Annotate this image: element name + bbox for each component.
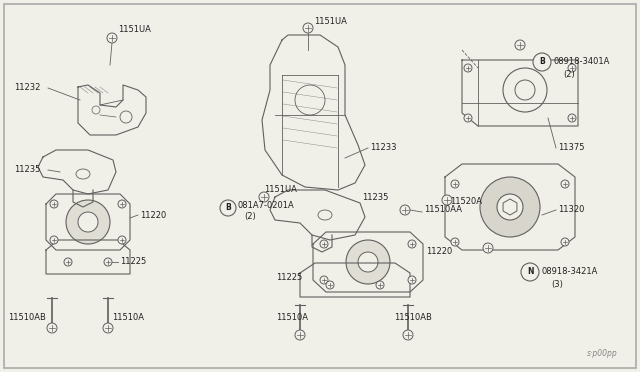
Text: s·p00pp: s·p00pp — [588, 349, 618, 358]
Circle shape — [103, 323, 113, 333]
Circle shape — [50, 200, 58, 208]
Text: 11320: 11320 — [558, 205, 584, 215]
Circle shape — [47, 323, 57, 333]
Circle shape — [376, 281, 384, 289]
Text: 1151UA: 1151UA — [314, 17, 347, 26]
Circle shape — [408, 276, 416, 284]
Circle shape — [521, 263, 539, 281]
Circle shape — [303, 23, 313, 33]
Text: (2): (2) — [244, 212, 256, 221]
Circle shape — [295, 330, 305, 340]
Text: 11232: 11232 — [14, 83, 40, 93]
Circle shape — [320, 276, 328, 284]
Text: 11235: 11235 — [14, 166, 40, 174]
Circle shape — [66, 200, 110, 244]
Circle shape — [561, 238, 569, 246]
Circle shape — [533, 53, 551, 71]
Text: 11220: 11220 — [140, 211, 166, 219]
Text: 08918-3421A: 08918-3421A — [541, 267, 597, 276]
Circle shape — [118, 200, 126, 208]
Text: N: N — [527, 267, 533, 276]
Text: 08918-3401A: 08918-3401A — [553, 58, 609, 67]
Text: (2): (2) — [563, 70, 575, 78]
Circle shape — [104, 258, 112, 266]
Circle shape — [515, 40, 525, 50]
Circle shape — [346, 240, 390, 284]
Circle shape — [64, 258, 72, 266]
Circle shape — [568, 114, 576, 122]
Text: 11510AA: 11510AA — [424, 205, 462, 215]
Circle shape — [480, 177, 540, 237]
Text: 11235: 11235 — [362, 193, 388, 202]
Circle shape — [464, 114, 472, 122]
Text: 1151UA: 1151UA — [118, 26, 151, 35]
Text: 11510A: 11510A — [112, 314, 144, 323]
Text: 11233: 11233 — [370, 144, 397, 153]
Circle shape — [403, 330, 413, 340]
Circle shape — [118, 236, 126, 244]
Circle shape — [78, 212, 98, 232]
Circle shape — [107, 33, 117, 43]
Text: 11510AB: 11510AB — [394, 314, 432, 323]
Text: 1151UA: 1151UA — [264, 186, 297, 195]
Text: (3): (3) — [551, 279, 563, 289]
Circle shape — [358, 252, 378, 272]
Text: 081A7-0201A: 081A7-0201A — [238, 201, 295, 209]
Circle shape — [50, 236, 58, 244]
Circle shape — [451, 180, 459, 188]
Text: 11225: 11225 — [120, 257, 147, 266]
Circle shape — [568, 64, 576, 72]
Text: 11225: 11225 — [276, 273, 302, 282]
Circle shape — [220, 200, 236, 216]
Circle shape — [259, 192, 269, 202]
Text: 11375: 11375 — [558, 144, 584, 153]
Circle shape — [320, 240, 328, 248]
Circle shape — [464, 64, 472, 72]
Circle shape — [442, 195, 452, 205]
Circle shape — [400, 205, 410, 215]
Circle shape — [561, 180, 569, 188]
Circle shape — [497, 194, 523, 220]
Circle shape — [326, 281, 334, 289]
Text: B: B — [539, 58, 545, 67]
Circle shape — [451, 238, 459, 246]
Text: 11220: 11220 — [426, 247, 452, 257]
Text: 11510A: 11510A — [276, 314, 308, 323]
Text: 11520A: 11520A — [450, 198, 482, 206]
Circle shape — [408, 240, 416, 248]
Circle shape — [483, 243, 493, 253]
Text: 11510AB: 11510AB — [8, 314, 46, 323]
Text: B: B — [225, 203, 231, 212]
